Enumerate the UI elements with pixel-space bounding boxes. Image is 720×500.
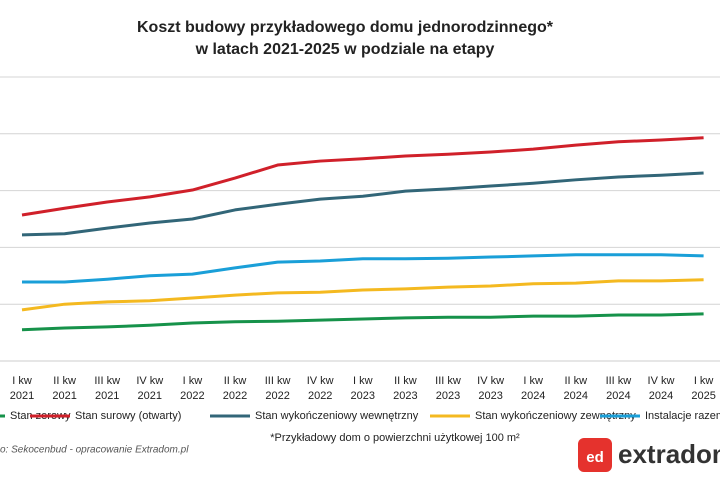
chart-title: Koszt budowy przykładowego domu jednorod… xyxy=(137,19,554,36)
x-tick-label: 2021 xyxy=(52,390,76,402)
x-tick-label: I kw xyxy=(694,375,714,387)
logo-text: extradom xyxy=(618,439,720,469)
x-tick-label: I kw xyxy=(12,375,32,387)
x-tick-label: 2022 xyxy=(223,390,247,402)
x-tick-label: IV kw xyxy=(477,375,504,387)
line-series xyxy=(21,278,704,312)
x-tick-label: II kw xyxy=(394,375,417,387)
x-tick-label: 2024 xyxy=(564,390,588,402)
x-tick-label: 2022 xyxy=(180,390,204,402)
x-tick-label: II kw xyxy=(53,375,76,387)
x-tick-label: 2021 xyxy=(95,390,119,402)
x-tick-label: III kw xyxy=(606,375,632,387)
x-tick-label: I kw xyxy=(523,375,543,387)
x-tick-label: III kw xyxy=(435,375,461,387)
x-tick-label: II kw xyxy=(564,375,587,387)
x-tick-label: 2023 xyxy=(478,390,502,402)
legend-label: Stan wykończeniowy zewnętrzny xyxy=(475,410,636,422)
x-tick-label: 2022 xyxy=(265,390,289,402)
chart-title: w latach 2021-2025 w podziale na etapy xyxy=(195,41,495,58)
legend-label: Stan surowy (otwarty) xyxy=(75,410,181,422)
logo-icon xyxy=(578,438,612,472)
x-tick-label: 2021 xyxy=(10,390,34,402)
x-tick-label: I kw xyxy=(183,375,203,387)
note: *Przykładowy dom o powierzchni użytkowej… xyxy=(270,432,520,444)
x-tick-label: 2024 xyxy=(606,390,630,402)
x-tick-label: I kw xyxy=(353,375,373,387)
x-tick-label: IV kw xyxy=(136,375,163,387)
x-tick-label: 2023 xyxy=(393,390,417,402)
x-tick-label: 2023 xyxy=(436,390,460,402)
x-tick-label: IV kw xyxy=(307,375,334,387)
x-tick-label: II kw xyxy=(224,375,247,387)
x-tick-label: III kw xyxy=(94,375,120,387)
x-tick-label: III kw xyxy=(265,375,291,387)
x-tick-label: 2022 xyxy=(308,390,332,402)
line-series xyxy=(21,136,704,217)
legend-label: Stan wykończeniowy wewnętrzny xyxy=(255,410,419,422)
x-tick-label: 2024 xyxy=(521,390,545,402)
x-tick-label: 2021 xyxy=(138,390,162,402)
x-tick-label: 2024 xyxy=(649,390,673,402)
logo-icon-text: ed xyxy=(586,449,604,466)
line-series xyxy=(22,253,704,284)
x-tick-label: IV kw xyxy=(648,375,675,387)
line-series xyxy=(21,312,704,332)
logo: ed extradom xyxy=(578,438,720,472)
line-series xyxy=(21,171,704,237)
legend-label: Instalacje razem xyxy=(645,410,720,422)
x-tick-label: 2023 xyxy=(351,390,375,402)
x-tick-label: 2025 xyxy=(691,390,715,402)
source: o: Sekocenbud - opracowanie Extradom.pl xyxy=(0,445,189,456)
